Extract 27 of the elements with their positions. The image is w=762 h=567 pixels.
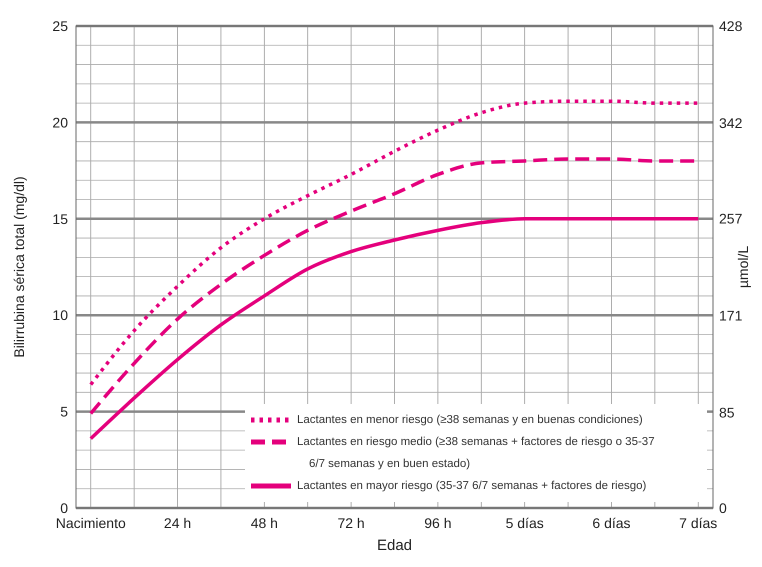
y-tick-label: 10	[52, 307, 68, 324]
y-tick-label: 20	[52, 114, 68, 130]
line-series	[89, 99, 700, 386]
x-tick-label: 96 h	[424, 515, 452, 531]
y-tick-label: 5	[60, 404, 68, 420]
y-tick-label: 15	[52, 210, 68, 227]
y2-axis-title: µmol/L	[735, 246, 751, 288]
x-tick-label: 24 h	[164, 515, 192, 531]
y-axis-title: Bilirrubina sérica total (mg/dl)	[11, 176, 27, 358]
x-axis-title: Edad	[376, 537, 412, 554]
y2-tick-label: 0	[719, 500, 727, 516]
legend-label: Lactantes en menor riesgo (≥38 semanas y en buenas condiciones)	[297, 414, 643, 426]
x-tick-label: 48 h	[250, 515, 278, 531]
y-tick-label: 0	[60, 500, 68, 516]
x-tick-label: Nacimiento	[56, 515, 126, 531]
legend-label: Lactantes en riesgo medio (≥38 semanas + factores de riesgo o 35-37 6/7 semanas y en buen estado)	[297, 436, 655, 470]
y2-tick-label: 85	[719, 404, 735, 420]
y-tick-label: 25	[52, 18, 68, 34]
y2-tick-label: 428	[719, 18, 743, 34]
y2-tick-label: 257	[719, 210, 743, 227]
y2-tick-label: 342	[719, 114, 743, 131]
x-tick-label: 72 h	[337, 515, 365, 531]
x-tick-label: 6 días	[592, 515, 631, 531]
x-tick-label: 5 días	[506, 515, 544, 531]
y2-tick-label: 171	[719, 307, 743, 324]
x-tick-label: 7 días	[679, 515, 718, 531]
legend-label: Lactantes en mayor riesgo (35-37 6/7 semanas + factores de riesgo)	[297, 480, 647, 492]
